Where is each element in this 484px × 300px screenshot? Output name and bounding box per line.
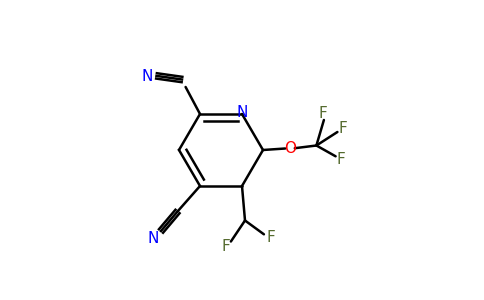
Text: N: N: [236, 105, 248, 120]
Text: N: N: [148, 231, 159, 246]
Text: F: F: [266, 230, 275, 245]
Text: O: O: [284, 141, 296, 156]
Text: F: F: [337, 152, 346, 167]
Text: F: F: [338, 122, 347, 136]
Text: N: N: [142, 69, 153, 84]
Text: F: F: [318, 106, 327, 122]
Text: F: F: [221, 239, 230, 254]
